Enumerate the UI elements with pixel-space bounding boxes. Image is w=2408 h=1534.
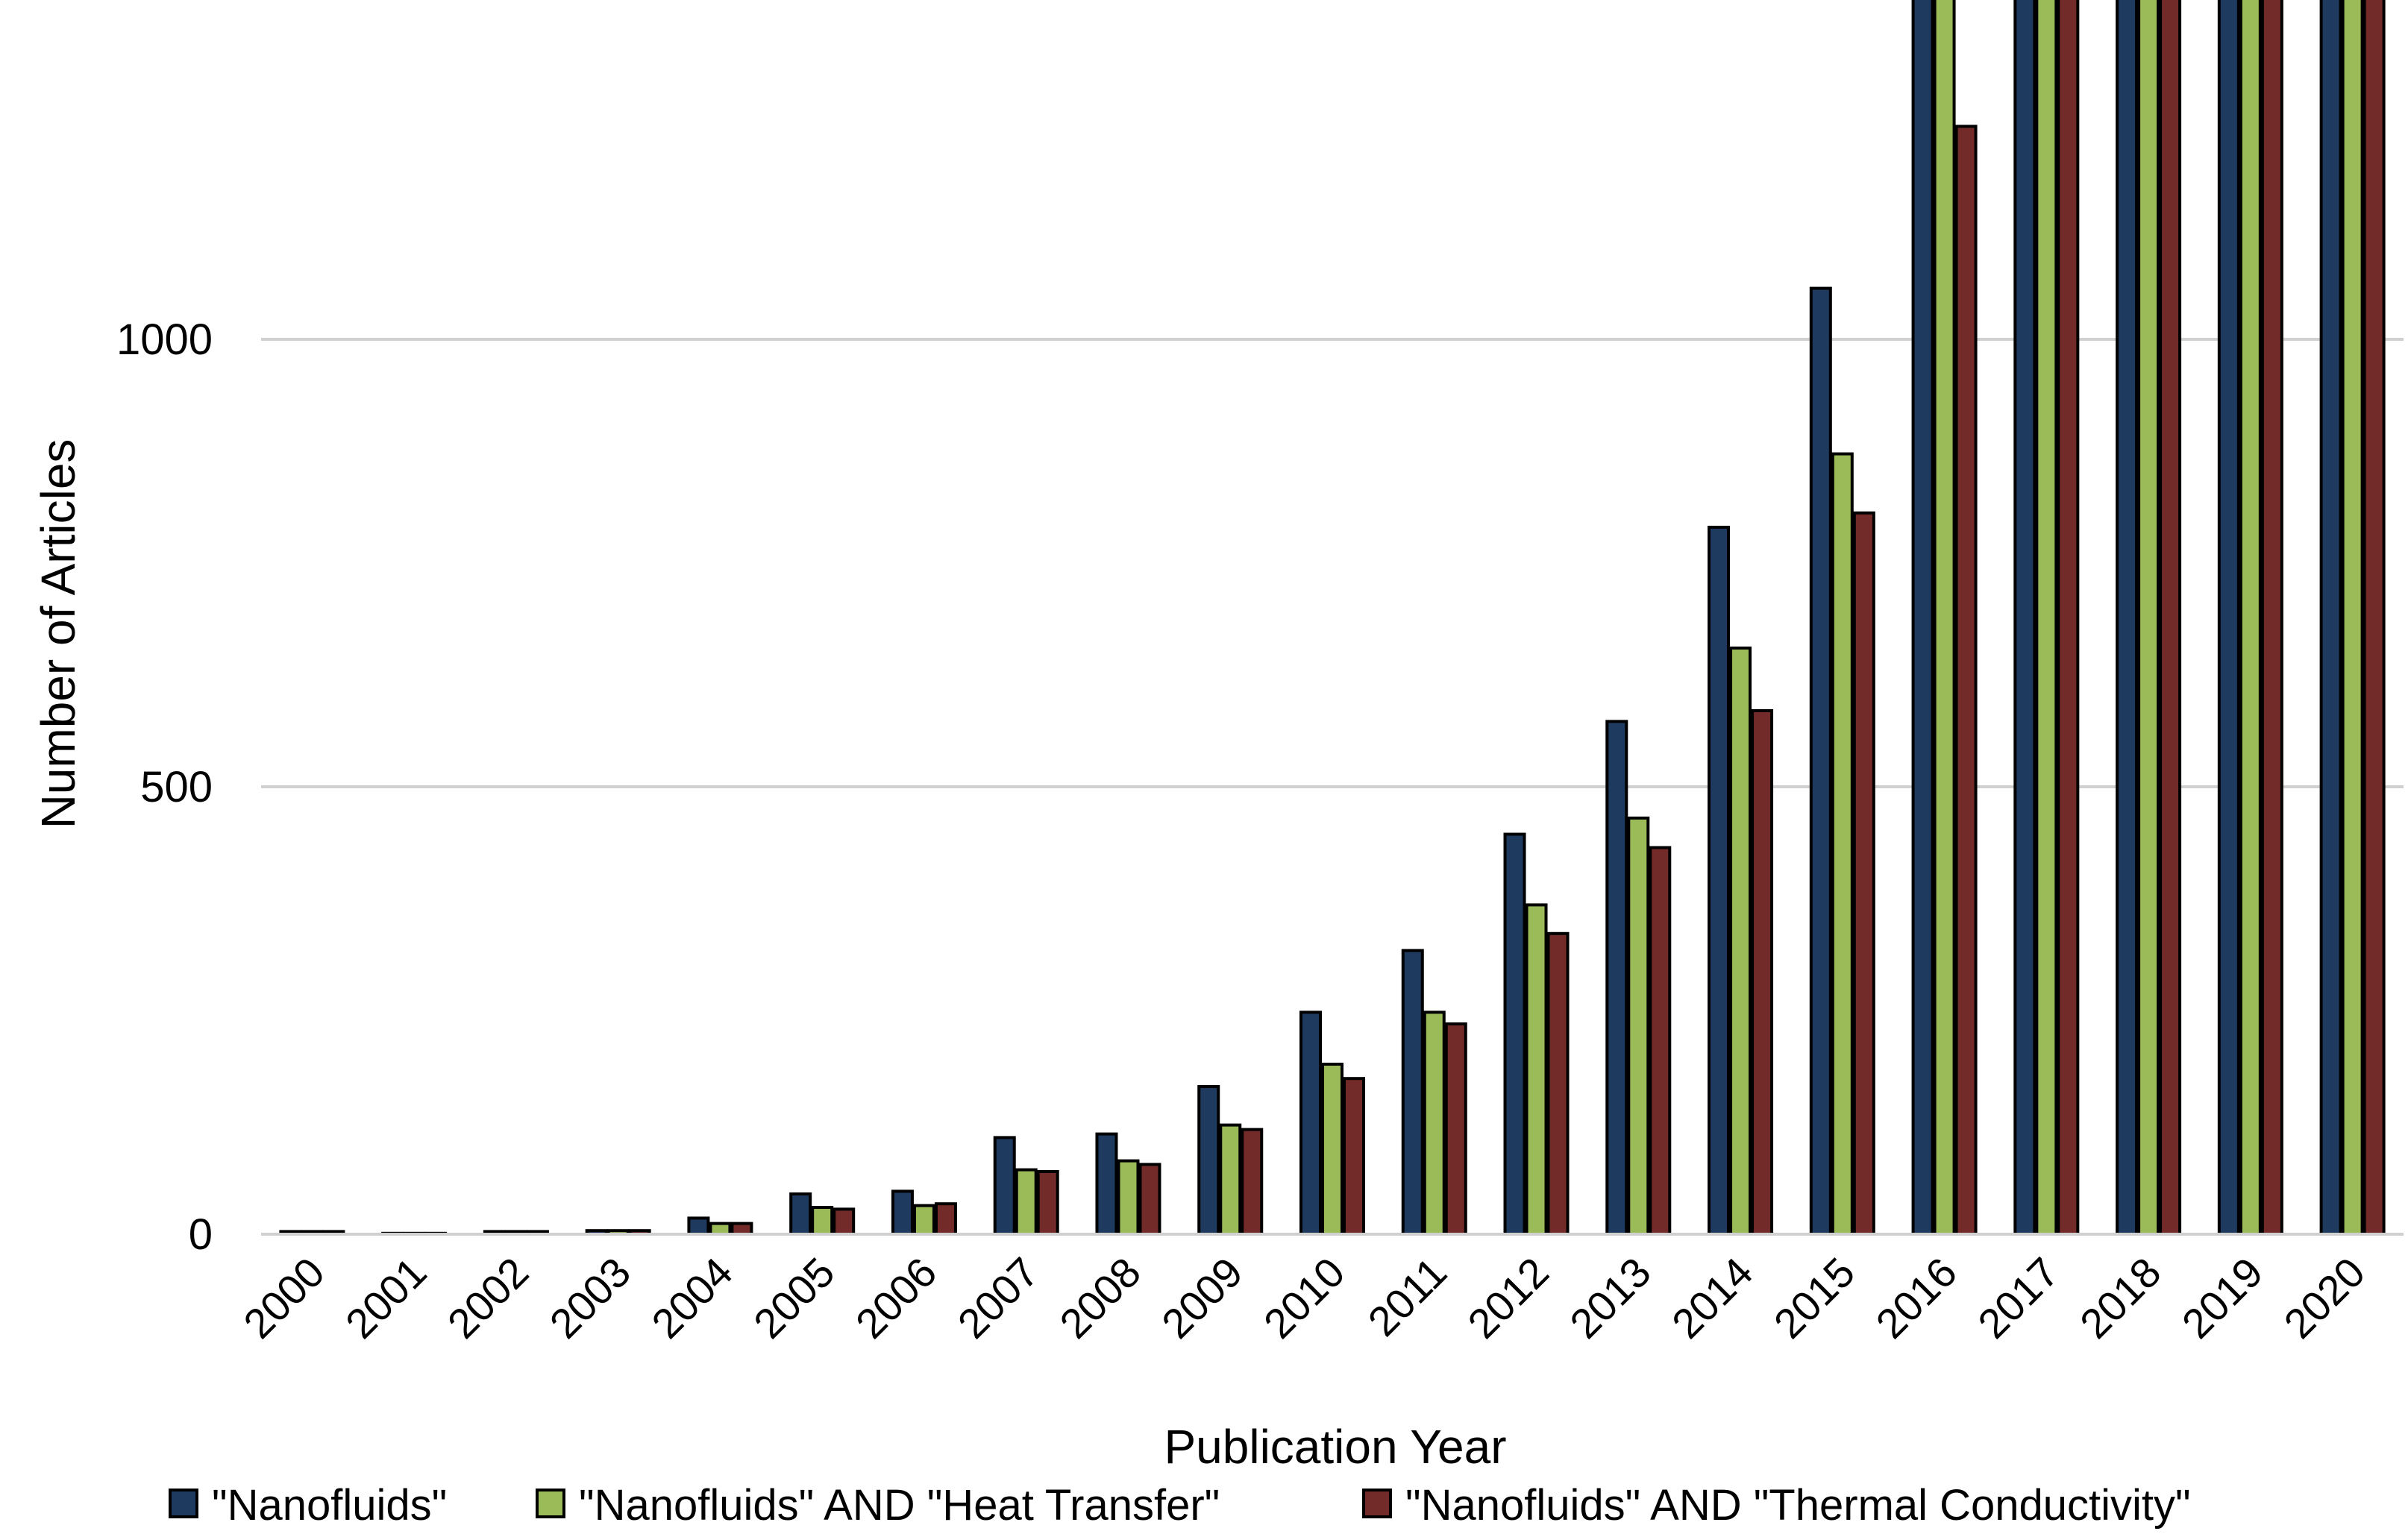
x-tick-label: 2010: [1255, 1248, 1354, 1348]
bar: [1036, 1170, 1059, 1236]
bar: [2116, 0, 2139, 1236]
x-tick-label: 2000: [234, 1248, 333, 1348]
legend-swatch: [536, 1489, 565, 1518]
x-tick-label: 2009: [1153, 1248, 1252, 1348]
y-tick-label: 500: [140, 763, 213, 811]
bar: [1809, 286, 1832, 1236]
bar: [934, 1202, 957, 1236]
y-axis-ticks: 05001000150020002500: [116, 315, 213, 1259]
x-tick-label: 2013: [1561, 1248, 1660, 1348]
bar: [1954, 125, 1978, 1236]
bar: [1444, 1022, 1467, 1236]
bar: [1197, 1085, 1220, 1236]
bar: [2159, 0, 2182, 1236]
x-tick-label: 2019: [2173, 1248, 2272, 1348]
bar: [1751, 709, 1774, 1236]
bar: [1852, 511, 1875, 1236]
bar: [1525, 903, 1548, 1236]
bar: [1503, 832, 1526, 1236]
bar: [2013, 0, 2037, 1236]
x-tick-label: 2005: [744, 1248, 844, 1348]
bar: [709, 1222, 732, 1236]
bar: [2217, 0, 2240, 1236]
x-tick-label: 2012: [1458, 1248, 1558, 1348]
bar: [2319, 0, 2342, 1236]
legend-swatch: [1362, 1489, 1392, 1518]
bar: [2341, 0, 2364, 1236]
bar: [1241, 1128, 1264, 1236]
y-tick-label: 1000: [116, 315, 213, 364]
bars: [279, 0, 2386, 1236]
bar: [2260, 0, 2283, 1236]
bar: [1117, 1159, 1140, 1236]
bar: [687, 1216, 710, 1236]
bar: [2239, 0, 2262, 1236]
x-tick-label: 2018: [2071, 1248, 2170, 1348]
bar: [2057, 0, 2080, 1236]
bar: [912, 1204, 935, 1236]
bar: [730, 1222, 753, 1236]
bar: [1138, 1163, 1161, 1236]
x-tick-label: 2008: [1050, 1248, 1150, 1348]
bar: [833, 1207, 856, 1236]
bar: [1729, 647, 1752, 1236]
bar: [1321, 1063, 1343, 1236]
bar: [1343, 1077, 1365, 1236]
x-tick-label: 2006: [847, 1248, 946, 1348]
y-tick-label: 0: [189, 1210, 213, 1259]
bar: [1933, 0, 1956, 1236]
bar: [789, 1192, 812, 1236]
legend: "Nanofluids" "Nanofluids" AND "Heat Trans…: [169, 1481, 2191, 1530]
gridlines: [261, 338, 2404, 788]
x-tick-label: 2001: [336, 1248, 436, 1348]
bar: [1423, 1010, 1446, 1236]
x-tick-label: 2002: [439, 1248, 538, 1348]
bar: [2137, 0, 2160, 1236]
bar: [1015, 1168, 1038, 1236]
x-tick-label: 2015: [1765, 1248, 1864, 1348]
bar: [1605, 720, 1628, 1236]
bar: [811, 1206, 834, 1236]
x-tick-label: 2017: [1969, 1248, 2068, 1348]
bar: [993, 1136, 1016, 1236]
x-tick-label: 2004: [642, 1248, 741, 1348]
legend-label: "Nanofluids" AND "Thermal Conductivity": [1405, 1481, 2191, 1530]
x-tick-label: 2014: [1663, 1248, 1762, 1348]
x-tick-label: 2003: [541, 1248, 640, 1348]
bar: [1708, 526, 1731, 1236]
bar: [1299, 1010, 1322, 1236]
legend-label: "Nanofluids": [212, 1481, 447, 1530]
bar: [1831, 452, 1854, 1236]
x-tick-label: 2020: [2274, 1248, 2374, 1348]
x-tick-label: 2007: [949, 1248, 1048, 1348]
x-tick-label: 2011: [1359, 1248, 1456, 1345]
x-axis-ticks: 2000 2001 2002 2003 2004 2005 2006 2007 2008 2009…: [234, 1248, 2374, 1348]
bar: [1911, 0, 1934, 1236]
x-axis-label: Publication Year: [1164, 1420, 1506, 1474]
bar: [2362, 0, 2386, 1236]
bar: [1219, 1123, 1242, 1236]
bar: [1095, 1132, 1118, 1236]
bar: [2035, 0, 2058, 1236]
bar: [1627, 817, 1650, 1236]
bar: [891, 1189, 914, 1236]
y-axis-label: Number of Articles: [31, 439, 85, 829]
legend-swatch: [169, 1489, 198, 1518]
legend-label: "Nanofluids" AND "Heat Transfer": [579, 1481, 1220, 1530]
x-tick-label: 2016: [1866, 1248, 1966, 1348]
bar: [1649, 846, 1672, 1236]
bar: [1401, 949, 1424, 1236]
bar: [1546, 931, 1570, 1236]
